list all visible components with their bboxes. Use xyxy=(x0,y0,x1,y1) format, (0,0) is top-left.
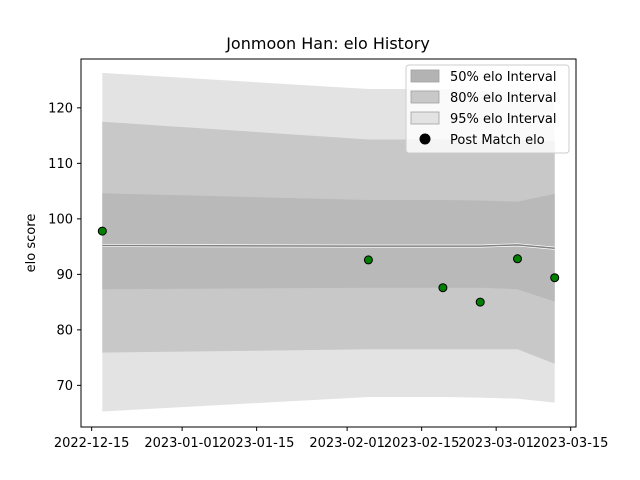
x-tick-label: 2023-03-15 xyxy=(533,436,609,451)
x-tick-label: 2022-12-15 xyxy=(54,436,130,451)
y-tick-label: 70 xyxy=(56,379,73,394)
mean-line xyxy=(102,244,555,250)
legend-swatch xyxy=(410,69,440,83)
x-tick-label: 2023-01-15 xyxy=(219,436,295,451)
legend-swatch xyxy=(410,111,440,125)
y-axis-label: elo score xyxy=(24,214,39,273)
x-tick-label: 2023-01-01 xyxy=(144,436,220,451)
x-tick-label: 2023-02-01 xyxy=(309,436,385,451)
data-point xyxy=(438,283,448,293)
y-tick-label: 80 xyxy=(56,323,73,338)
data-point xyxy=(97,226,107,236)
legend-label: 80% elo Interval xyxy=(450,91,557,106)
chart-title: Jonmoon Han: elo History xyxy=(225,34,430,53)
data-point xyxy=(550,273,560,283)
post-match-points xyxy=(97,226,560,307)
legend-swatch xyxy=(410,90,440,104)
data-point xyxy=(475,297,485,307)
legend-label: Post Match elo xyxy=(450,133,545,148)
x-tick-label: 2023-02-15 xyxy=(384,436,460,451)
data-point xyxy=(363,255,373,265)
y-tick-label: 90 xyxy=(56,268,73,283)
mean-line-group xyxy=(102,243,555,250)
data-point xyxy=(513,254,522,264)
x-tick-label: 2023-03-01 xyxy=(458,436,534,451)
y-tick-label: 100 xyxy=(48,212,73,227)
y-axis-ticks: 70 80 90 100 110 120 xyxy=(48,101,81,394)
legend-label: 50% elo Interval xyxy=(450,70,557,85)
plot-frame xyxy=(80,58,577,428)
legend-box xyxy=(405,64,570,154)
interval-bands xyxy=(102,72,555,412)
y-tick-label: 110 xyxy=(48,157,73,172)
legend-label: 95% elo Interval xyxy=(450,112,557,127)
legend-marker xyxy=(419,133,431,145)
y-tick-label: 120 xyxy=(48,101,73,116)
legend: 50% elo Interval 80% elo Interval 95% elo … xyxy=(405,64,570,154)
